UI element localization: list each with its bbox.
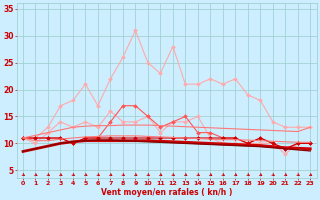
X-axis label: Vent moyen/en rafales ( kn/h ): Vent moyen/en rafales ( kn/h ) bbox=[101, 188, 232, 197]
